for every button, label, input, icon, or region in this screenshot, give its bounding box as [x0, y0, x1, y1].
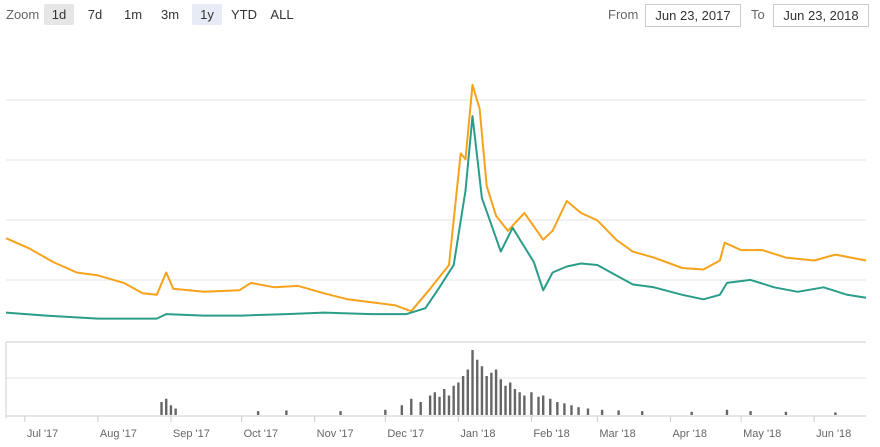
x-tick-label: Jul '17	[27, 428, 58, 440]
volume-bar	[256, 411, 260, 415]
zoom-1y-button[interactable]: 1y	[192, 4, 222, 25]
volume-bar	[428, 395, 432, 415]
volume-bar	[537, 396, 540, 415]
volume-bar	[339, 411, 342, 415]
x-tick-label: Mar '18	[599, 428, 635, 440]
volume-bar	[509, 382, 512, 415]
volume-bar	[165, 398, 168, 415]
from-label: From	[608, 7, 639, 22]
volume-bar	[438, 396, 441, 415]
volume-bar	[617, 410, 620, 415]
volume-bar	[466, 369, 470, 415]
volume-bar	[485, 376, 488, 415]
volume-bar	[285, 410, 288, 415]
x-tick-label: Dec '17	[387, 428, 424, 440]
zoom-1d-button[interactable]: 1d	[44, 4, 74, 25]
volume-bar	[549, 398, 552, 415]
volume-bar	[690, 411, 693, 415]
grid-lines	[5, 99, 866, 418]
zoom-label: Zoom	[6, 7, 40, 22]
x-tick-label: Nov '17	[317, 428, 354, 440]
zoom-all-button[interactable]: ALL	[270, 7, 294, 22]
series-line-2	[5, 115, 867, 320]
volume-bar	[556, 402, 559, 415]
volume-bar	[169, 405, 173, 415]
volume-bar	[499, 379, 502, 415]
price-chart: Jul '17 Aug '17 Sep '17 Oct '17 Nov '17 Dec '…	[5, 83, 867, 440]
volume-bar	[834, 412, 837, 415]
series-lines	[5, 83, 867, 320]
volume-bar	[461, 376, 465, 415]
volume-bar	[784, 411, 788, 415]
zoom-1m-button[interactable]: 1m	[123, 7, 143, 22]
x-tick-label: Aug '17	[100, 428, 137, 440]
zoom-3m-button[interactable]: 3m	[160, 7, 180, 22]
to-date-input[interactable]: Jun 23, 2018	[773, 4, 869, 27]
volume-bars	[160, 350, 837, 415]
volume-bar	[419, 402, 422, 415]
volume-bar	[494, 369, 498, 415]
volume-bar	[490, 372, 493, 415]
series-line-1	[5, 83, 867, 313]
volume-bar	[480, 366, 484, 415]
volume-bar	[749, 411, 752, 415]
volume-bar	[160, 402, 163, 415]
volume-bar	[523, 395, 526, 415]
volume-bar	[443, 389, 446, 415]
x-tick-label: Feb '18	[533, 428, 569, 440]
zoom-7d-button[interactable]: 7d	[87, 7, 103, 22]
volume-bar	[530, 392, 533, 415]
range-selector-toolbar: Zoom 1d 7d 1m 3m 1y YTD ALL From Jun 23,…	[0, 0, 880, 30]
volume-bar	[600, 409, 604, 415]
x-tick-label: Jun '18	[816, 428, 851, 440]
x-tick-label: Jan '18	[460, 428, 495, 440]
volume-bar	[447, 395, 451, 415]
x-tick-label: Apr '18	[672, 428, 707, 440]
volume-bar	[563, 403, 566, 415]
volume-bar	[542, 395, 545, 415]
volume-bar	[174, 408, 177, 415]
x-axis: Jul '17 Aug '17 Sep '17 Oct '17 Nov '17 Dec '…	[24, 416, 851, 440]
volume-bar	[384, 409, 387, 415]
volume-bar	[586, 408, 590, 415]
volume-bar	[452, 385, 455, 415]
from-date-input[interactable]: Jun 23, 2017	[645, 4, 741, 27]
volume-bar	[410, 398, 413, 415]
volume-bar	[504, 385, 507, 415]
to-label: To	[751, 7, 765, 22]
volume-bar	[725, 409, 729, 415]
volume-bar	[471, 350, 474, 415]
volume-bar	[476, 359, 479, 415]
volume-bar	[457, 382, 460, 415]
volume-bar	[433, 392, 437, 415]
x-tick-label: May '18	[743, 428, 781, 440]
volume-bar	[518, 392, 521, 415]
volume-bar	[577, 407, 580, 415]
x-tick-label: Oct '17	[244, 428, 279, 440]
volume-bar	[640, 411, 644, 415]
volume-bar	[570, 405, 573, 415]
zoom-ytd-button[interactable]: YTD	[231, 7, 257, 22]
volume-bar	[513, 389, 517, 415]
volume-bar	[400, 405, 404, 415]
x-tick-label: Sep '17	[173, 428, 210, 440]
